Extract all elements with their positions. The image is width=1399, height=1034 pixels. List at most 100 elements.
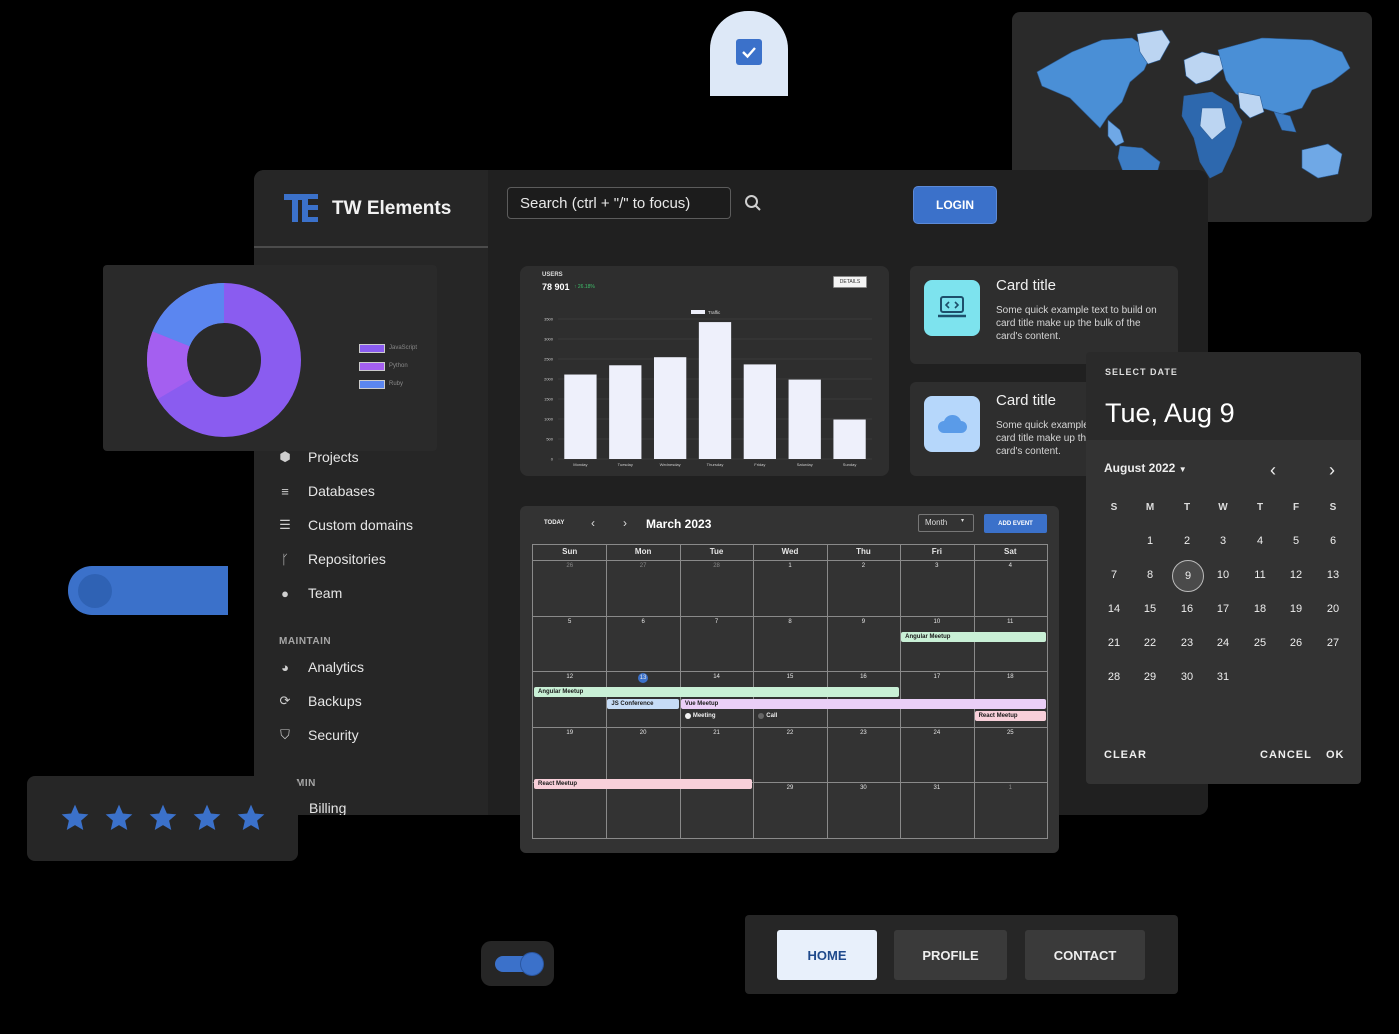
- tab-contact[interactable]: CONTACT: [1025, 930, 1145, 980]
- sidebar-item-analytics[interactable]: ◕ Analytics: [278, 655, 364, 679]
- datepicker-day[interactable]: 20: [1326, 603, 1340, 615]
- calendar-day[interactable]: 24: [933, 729, 941, 736]
- next-month-icon[interactable]: ›: [1329, 460, 1335, 480]
- datepicker-day[interactable]: 31: [1216, 671, 1230, 683]
- star-rating[interactable]: [59, 802, 267, 834]
- star-icon[interactable]: [147, 802, 179, 834]
- event-react-meetup[interactable]: React Meetup: [534, 778, 753, 789]
- today-button[interactable]: TODAY: [544, 520, 565, 526]
- calendar-day[interactable]: 29: [786, 785, 794, 792]
- datepicker-day[interactable]: 18: [1253, 603, 1267, 615]
- search-icon[interactable]: [744, 194, 762, 212]
- calendar-day[interactable]: 15: [786, 674, 794, 681]
- datepicker-day-selected[interactable]: 9: [1172, 560, 1204, 592]
- calendar-day[interactable]: 10: [933, 618, 941, 625]
- bar[interactable]: [564, 374, 597, 459]
- calendar-day[interactable]: 30: [860, 785, 867, 792]
- cancel-button[interactable]: CANCEL: [1260, 749, 1312, 761]
- sidebar-item-backups[interactable]: ⟳ Backups: [278, 689, 362, 713]
- bar[interactable]: [609, 365, 642, 459]
- datepicker-day[interactable]: 30: [1180, 671, 1194, 683]
- calendar-day[interactable]: 7: [714, 618, 719, 625]
- slider-thumb[interactable]: [78, 574, 112, 608]
- datepicker-day[interactable]: 2: [1183, 535, 1191, 547]
- datepicker-day[interactable]: 17: [1216, 603, 1230, 615]
- calendar-day[interactable]: 12: [566, 674, 574, 681]
- datepicker-day[interactable]: 19: [1289, 603, 1303, 615]
- event-angular-meetup[interactable]: Angular Meetup: [901, 631, 1046, 642]
- calendar-day[interactable]: 23: [860, 729, 867, 736]
- datepicker-day[interactable]: 29: [1143, 671, 1157, 683]
- datepicker-day[interactable]: 23: [1180, 637, 1194, 649]
- next-month-icon[interactable]: ›: [623, 516, 627, 530]
- ok-button[interactable]: OK: [1326, 749, 1345, 761]
- datepicker-day[interactable]: 26: [1289, 637, 1303, 649]
- datepicker-day[interactable]: 7: [1110, 569, 1118, 581]
- datepicker-day[interactable]: 5: [1292, 535, 1300, 547]
- bar[interactable]: [833, 419, 866, 459]
- details-button[interactable]: DETAILS: [833, 276, 867, 288]
- calendar-day[interactable]: 1: [1008, 785, 1012, 792]
- calendar-day[interactable]: 2: [861, 563, 866, 569]
- calendar-day[interactable]: 19: [566, 729, 574, 736]
- datepicker-day[interactable]: 4: [1256, 535, 1264, 547]
- clear-button[interactable]: CLEAR: [1104, 749, 1147, 761]
- datepicker-day[interactable]: 8: [1146, 569, 1154, 581]
- datepicker-day[interactable]: 12: [1289, 569, 1303, 581]
- range-slider[interactable]: [68, 566, 228, 615]
- datepicker-day[interactable]: 11: [1254, 569, 1266, 581]
- sidebar-item-billing[interactable]: Billing: [309, 796, 346, 815]
- bar[interactable]: [698, 322, 732, 459]
- calendar-day[interactable]: 1: [788, 563, 792, 569]
- sidebar-item-security[interactable]: ⛉ Security: [278, 723, 358, 747]
- sidebar-item-projects[interactable]: ⬢ Projects: [278, 445, 358, 469]
- event-vue-meetup[interactable]: Vue Meetup: [680, 699, 1046, 710]
- calendar-day[interactable]: 13: [638, 673, 649, 684]
- add-event-button[interactable]: ADD EVENT: [984, 514, 1047, 533]
- sidebar-item-databases[interactable]: ≡ Databases: [278, 479, 375, 503]
- calendar-day[interactable]: 28: [713, 563, 720, 569]
- search-input[interactable]: Search (ctrl + "/" to focus): [507, 187, 731, 219]
- sidebar-item-team[interactable]: ● Team: [278, 581, 342, 605]
- star-icon[interactable]: [59, 802, 91, 834]
- calendar-day[interactable]: 16: [860, 674, 867, 681]
- calendar-day[interactable]: 5: [568, 618, 572, 625]
- datepicker-day[interactable]: 25: [1253, 637, 1267, 649]
- sidebar-item-custom-domains[interactable]: ☰ Custom domains: [278, 513, 413, 537]
- calendar-day[interactable]: 27: [639, 563, 647, 569]
- star-icon[interactable]: [103, 802, 135, 834]
- bar[interactable]: [653, 357, 687, 459]
- tab-home[interactable]: HOME: [777, 930, 877, 980]
- event-call[interactable]: Call: [756, 711, 823, 721]
- star-icon[interactable]: [191, 802, 223, 834]
- calendar-day[interactable]: 8: [788, 618, 792, 625]
- checkbox[interactable]: [736, 39, 762, 65]
- datepicker-day[interactable]: 27: [1326, 637, 1340, 649]
- event-meeting[interactable]: Meeting: [683, 711, 750, 721]
- datepicker-day[interactable]: 13: [1326, 569, 1340, 581]
- event-js-conference[interactable]: JS Conference: [607, 699, 679, 710]
- view-select[interactable]: Month ▾: [918, 514, 974, 532]
- datepicker-day[interactable]: 22: [1143, 637, 1157, 649]
- sidebar-item-repositories[interactable]: ᚴ Repositories: [278, 547, 386, 571]
- datepicker-day[interactable]: 21: [1107, 637, 1121, 649]
- datepicker-day[interactable]: 28: [1107, 671, 1121, 683]
- event-angular-meetup[interactable]: Angular Meetup: [534, 687, 900, 698]
- calendar-day[interactable]: 21: [713, 729, 720, 736]
- calendar-day[interactable]: 20: [639, 729, 647, 736]
- calendar-day[interactable]: 22: [786, 729, 794, 736]
- calendar-day[interactable]: 4: [1008, 563, 1012, 569]
- datepicker-day[interactable]: 3: [1219, 535, 1227, 547]
- datepicker-day[interactable]: 6: [1329, 535, 1337, 547]
- calendar-day[interactable]: 25: [1006, 729, 1014, 736]
- star-icon[interactable]: [235, 802, 267, 834]
- calendar-day[interactable]: 31: [933, 785, 941, 792]
- datepicker-day[interactable]: 14: [1107, 603, 1121, 615]
- bar[interactable]: [788, 379, 821, 459]
- prev-month-icon[interactable]: ‹: [1270, 460, 1276, 480]
- bar[interactable]: [743, 364, 777, 459]
- event-react-meetup[interactable]: React Meetup: [974, 711, 1046, 722]
- datepicker-day[interactable]: 24: [1216, 637, 1230, 649]
- login-button[interactable]: LOGIN: [914, 187, 996, 223]
- calendar-day[interactable]: 14: [713, 674, 720, 681]
